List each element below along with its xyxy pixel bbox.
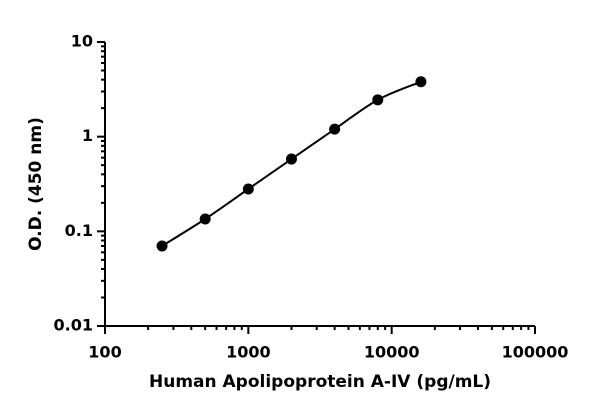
y-tick-label: 0.1 [65, 221, 93, 240]
y-axis-title: O.D. (450 nm) [26, 117, 46, 251]
data-point [242, 183, 254, 195]
x-tick-label: 1000 [226, 343, 271, 362]
data-point [199, 213, 211, 225]
data-point [156, 240, 168, 252]
y-tick-label: 0.01 [54, 316, 93, 335]
x-axis-title: Human Apolipoprotein A-IV (pg/mL) [149, 372, 491, 392]
x-tick-label: 10000 [364, 343, 420, 362]
x-tick-label: 100 [88, 343, 121, 362]
x-tick-label: 100000 [502, 343, 569, 362]
data-point [329, 123, 341, 135]
data-point [415, 76, 427, 88]
y-tick-label: 1 [82, 126, 93, 145]
data-point [285, 153, 297, 165]
data-point [372, 94, 384, 106]
y-tick-label: 10 [71, 32, 93, 51]
